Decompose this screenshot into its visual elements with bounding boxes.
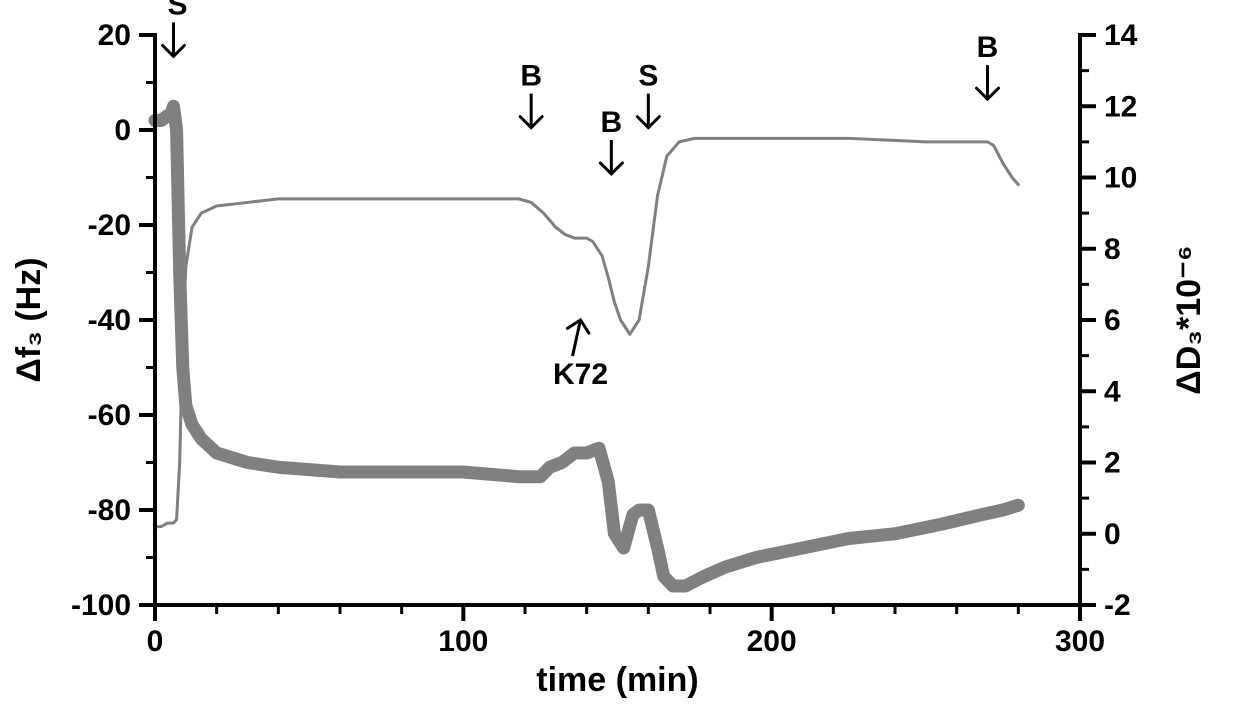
y2-tick-label: 12 [1104,90,1137,123]
annotation-label: S [167,0,187,21]
x-tick-label: 300 [1055,625,1105,658]
y1-tick-label: -100 [71,589,131,622]
x-tick-label: 200 [747,625,797,658]
annotation-label: K72 [553,358,608,391]
annotation-label: B [977,31,999,64]
y2-tick-label: 14 [1104,19,1138,52]
y2-tick-label: 6 [1104,304,1121,337]
x-tick-label: 0 [147,625,164,658]
y1-tick-label: -40 [88,304,131,337]
y2-tick-label: 4 [1104,375,1121,408]
x-tick-label: 100 [438,625,488,658]
y2-axis-label: ΔD₃*10⁻⁶ [1170,245,1208,394]
y2-tick-label: 2 [1104,447,1121,480]
annotation-label: S [638,60,658,93]
annotation-label: B [520,60,542,93]
y1-tick-label: 20 [98,19,131,52]
y2-tick-label: 10 [1104,162,1137,195]
annotation-label: B [600,106,622,139]
qcm-chart: 0100200300time (min)-100-80-60-40-20020Δ… [0,0,1240,720]
y2-tick-label: -2 [1104,589,1131,622]
y1-axis-label: Δf₃ (Hz) [10,257,48,382]
y2-tick-label: 8 [1104,233,1121,266]
y1-tick-label: -60 [88,399,131,432]
y1-tick-label: 0 [114,114,131,147]
y1-tick-label: -20 [88,209,131,242]
y2-tick-label: 0 [1104,518,1121,551]
x-axis-label: time (min) [536,661,698,699]
y1-tick-label: -80 [88,494,131,527]
